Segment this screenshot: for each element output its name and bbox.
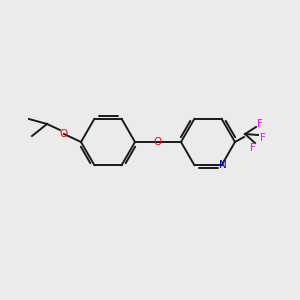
Text: F: F xyxy=(250,143,256,153)
Text: F: F xyxy=(257,119,263,129)
Text: F: F xyxy=(260,133,266,143)
Text: O: O xyxy=(154,137,162,147)
Text: N: N xyxy=(219,160,226,170)
Text: O: O xyxy=(60,129,68,139)
